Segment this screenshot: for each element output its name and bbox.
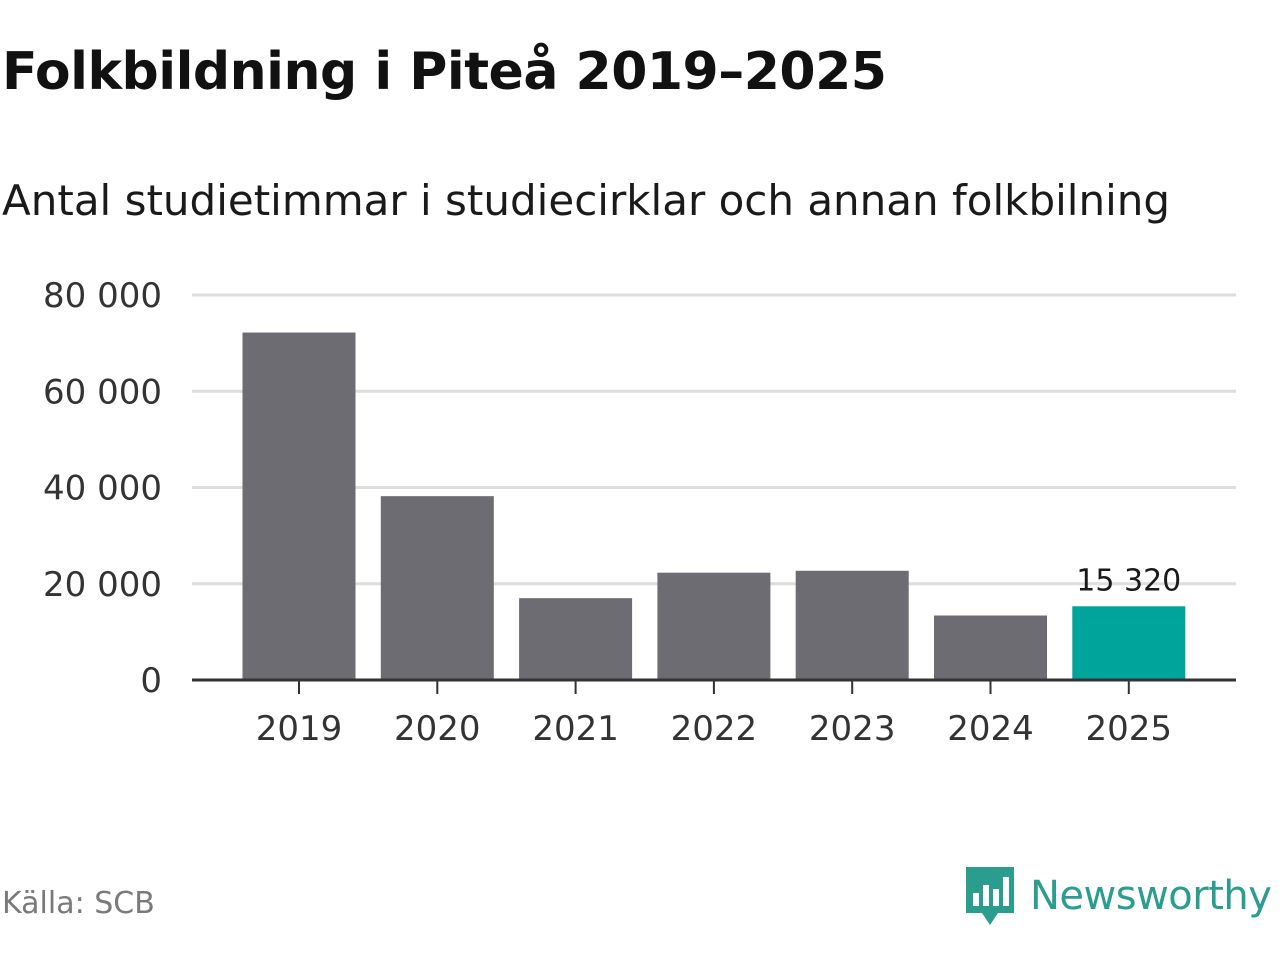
x-tick-label: 2019 — [256, 709, 343, 749]
bar-2020 — [380, 496, 494, 680]
newsworthy-logo-icon — [966, 867, 1014, 925]
x-tick-label: 2022 — [671, 709, 758, 749]
chart-title: Folkbildning i Piteå 2019–2025 — [2, 42, 887, 102]
brand-logo[interactable]: Newsworthy — [964, 864, 1272, 928]
bar-2023 — [795, 570, 909, 680]
y-tick-label: 40 000 — [43, 469, 162, 509]
bar-2021 — [519, 598, 633, 680]
bar-chart: 0 20 000 40 000 60 000 80 000 2019 2020 2021 202… — [43, 276, 1236, 749]
y-tick-label: 0 — [140, 661, 162, 701]
bar-2019 — [242, 332, 356, 680]
bar-2025 — [1072, 606, 1186, 680]
bar-2022 — [657, 572, 771, 680]
bar-2024 — [934, 615, 1047, 680]
y-tick-label: 20 000 — [43, 565, 162, 605]
x-tick-label: 2023 — [809, 709, 896, 749]
source-note: Källa: SCB — [2, 886, 155, 921]
brand-name: Newsworthy — [1030, 873, 1272, 919]
value-label-2025: 15 320 — [1076, 563, 1181, 598]
x-tick-label: 2020 — [394, 709, 481, 749]
x-tick-label: 2025 — [1086, 709, 1173, 749]
y-tick-label: 80 000 — [43, 276, 162, 316]
y-tick-label: 60 000 — [43, 372, 162, 412]
chart-subtitle: Antal studietimmar i studiecirklar och a… — [2, 176, 1171, 225]
x-tick-label: 2021 — [532, 709, 619, 749]
x-tick-label: 2024 — [947, 709, 1034, 749]
